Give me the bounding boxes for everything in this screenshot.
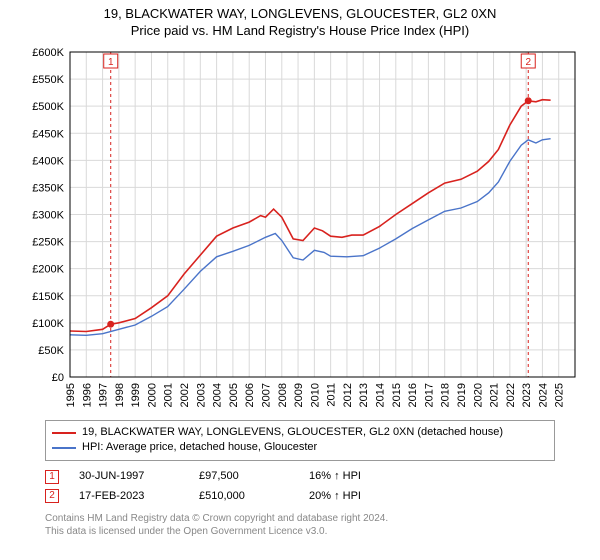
svg-text:£50K: £50K (38, 345, 64, 357)
svg-text:2012: 2012 (342, 383, 354, 407)
svg-text:2011: 2011 (326, 383, 338, 407)
svg-text:2021: 2021 (489, 383, 501, 407)
svg-text:£450K: £450K (32, 128, 64, 140)
svg-text:2013: 2013 (358, 383, 370, 407)
legend-swatch-2 (52, 447, 76, 449)
sale-date-2: 17-FEB-2023 (79, 487, 199, 507)
svg-text:2016: 2016 (407, 383, 419, 407)
grid-layer (70, 52, 575, 377)
svg-text:2018: 2018 (440, 383, 452, 407)
svg-text:1998: 1998 (114, 383, 126, 407)
svg-text:2008: 2008 (277, 383, 289, 407)
svg-text:2007: 2007 (260, 383, 272, 407)
sale-pct-2: 20% ↑ HPI (309, 487, 429, 507)
svg-text:2025: 2025 (554, 383, 566, 407)
svg-text:2015: 2015 (391, 383, 403, 407)
svg-text:2003: 2003 (195, 383, 207, 407)
title-subtitle: Price paid vs. HM Land Registry's House … (0, 23, 600, 38)
title-block: 19, BLACKWATER WAY, LONGLEVENS, GLOUCEST… (0, 0, 600, 40)
footer-line-1: Contains HM Land Registry data © Crown c… (45, 512, 555, 525)
svg-text:£0: £0 (52, 372, 64, 384)
svg-text:1999: 1999 (130, 383, 142, 407)
svg-text:£100K: £100K (32, 318, 64, 330)
footer-line-2: This data is licensed under the Open Gov… (45, 525, 555, 538)
svg-text:1997: 1997 (98, 383, 110, 407)
svg-text:£600K: £600K (32, 47, 64, 59)
svg-text:2005: 2005 (228, 383, 240, 407)
svg-text:£150K: £150K (32, 291, 64, 303)
sale-price-2: £510,000 (199, 487, 309, 507)
svg-text:£350K: £350K (32, 182, 64, 194)
sale-price-1: £97,500 (199, 467, 309, 487)
svg-text:2004: 2004 (212, 383, 224, 407)
legend-swatch-1 (52, 432, 76, 434)
svg-text:2023: 2023 (521, 383, 533, 407)
svg-text:2024: 2024 (537, 383, 549, 407)
svg-text:2017: 2017 (423, 383, 435, 407)
svg-text:£550K: £550K (32, 74, 64, 86)
sale-row-2: 2 17-FEB-2023 £510,000 20% ↑ HPI (45, 487, 555, 507)
legend-label-1: 19, BLACKWATER WAY, LONGLEVENS, GLOUCEST… (82, 425, 503, 440)
sale-row-1: 1 30-JUN-1997 £97,500 16% ↑ HPI (45, 467, 555, 487)
chart-container: 19, BLACKWATER WAY, LONGLEVENS, GLOUCEST… (0, 0, 600, 560)
x-axis-labels: 1995 1996 1997 1998 1999 2000 2001 2002 2003 2004… (65, 383, 566, 407)
svg-text:1996: 1996 (81, 383, 93, 407)
svg-text:£200K: £200K (32, 264, 64, 276)
svg-text:£250K: £250K (32, 237, 64, 249)
series-layer (70, 100, 551, 336)
svg-text:2: 2 (525, 57, 531, 68)
svg-text:1: 1 (108, 57, 114, 68)
svg-text:2019: 2019 (456, 383, 468, 407)
sales-table: 1 30-JUN-1997 £97,500 16% ↑ HPI 2 17-FEB… (45, 467, 555, 507)
svg-text:2002: 2002 (179, 383, 191, 407)
svg-text:2010: 2010 (309, 383, 321, 407)
chart-svg: 12 £0£50K£100K£150K£200K£250K£300K£350K£… (20, 44, 580, 414)
svg-text:2000: 2000 (146, 383, 158, 407)
legend-row-series2: HPI: Average price, detached house, Glou… (52, 440, 548, 455)
marker-boxes-layer: 12 (104, 54, 536, 328)
svg-text:2009: 2009 (293, 383, 305, 407)
footer: Contains HM Land Registry data © Crown c… (45, 512, 555, 538)
y-axis-labels: £0 £50K £100K £150K £200K £250K £300K £350K £400… (32, 47, 64, 384)
svg-text:1995: 1995 (65, 383, 77, 407)
sale-marker-1: 1 (45, 470, 59, 484)
title-address: 19, BLACKWATER WAY, LONGLEVENS, GLOUCEST… (0, 6, 600, 21)
legend-label-2: HPI: Average price, detached house, Glou… (82, 440, 317, 455)
sale-pct-1: 16% ↑ HPI (309, 467, 429, 487)
svg-text:2020: 2020 (472, 383, 484, 407)
svg-text:£400K: £400K (32, 155, 64, 167)
legend-row-series1: 19, BLACKWATER WAY, LONGLEVENS, GLOUCEST… (52, 425, 548, 440)
sale-marker-2: 2 (45, 489, 59, 503)
svg-text:2022: 2022 (505, 383, 517, 407)
svg-text:2006: 2006 (244, 383, 256, 407)
chart-area: 12 £0£50K£100K£150K£200K£250K£300K£350K£… (20, 44, 580, 414)
legend: 19, BLACKWATER WAY, LONGLEVENS, GLOUCEST… (45, 420, 555, 461)
svg-text:£500K: £500K (32, 101, 64, 113)
svg-text:£300K: £300K (32, 210, 64, 222)
svg-text:2001: 2001 (163, 383, 175, 407)
svg-text:2014: 2014 (375, 383, 387, 407)
sale-date-1: 30-JUN-1997 (79, 467, 199, 487)
